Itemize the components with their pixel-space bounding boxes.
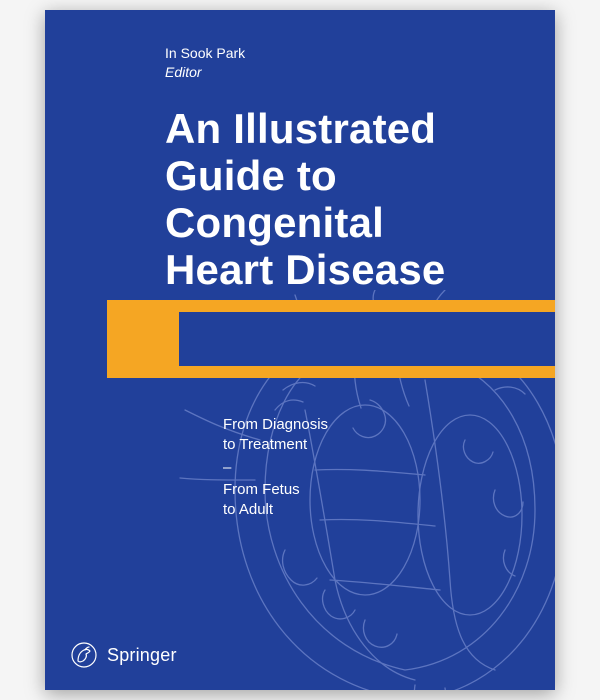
title-line-1: An Illustrated xyxy=(165,105,525,152)
author-name: In Sook Park xyxy=(165,44,245,63)
springer-horse-icon xyxy=(71,642,97,668)
subtitle-line-3: From Fetus xyxy=(223,480,328,500)
book-subtitle: From Diagnosis to Treatment – From Fetus… xyxy=(223,415,328,520)
author-block: In Sook Park Editor xyxy=(165,44,245,82)
page-container: In Sook Park Editor An Illustrated Guide… xyxy=(0,0,600,700)
editor-role: Editor xyxy=(165,63,245,82)
subtitle-line-4: to Adult xyxy=(223,500,328,520)
publisher-block: Springer xyxy=(71,642,177,668)
subtitle-line-2: to Treatment xyxy=(223,435,328,455)
publisher-name: Springer xyxy=(107,645,177,666)
book-cover: In Sook Park Editor An Illustrated Guide… xyxy=(45,10,555,690)
subtitle-line-1: From Diagnosis xyxy=(223,415,328,435)
book-title: An Illustrated Guide to Congenital Heart… xyxy=(165,105,525,293)
subtitle-separator: – xyxy=(223,458,328,478)
title-line-2: Guide to Congenital xyxy=(165,152,525,246)
accent-blue-inset xyxy=(179,312,555,366)
title-line-3: Heart Disease xyxy=(165,246,525,293)
